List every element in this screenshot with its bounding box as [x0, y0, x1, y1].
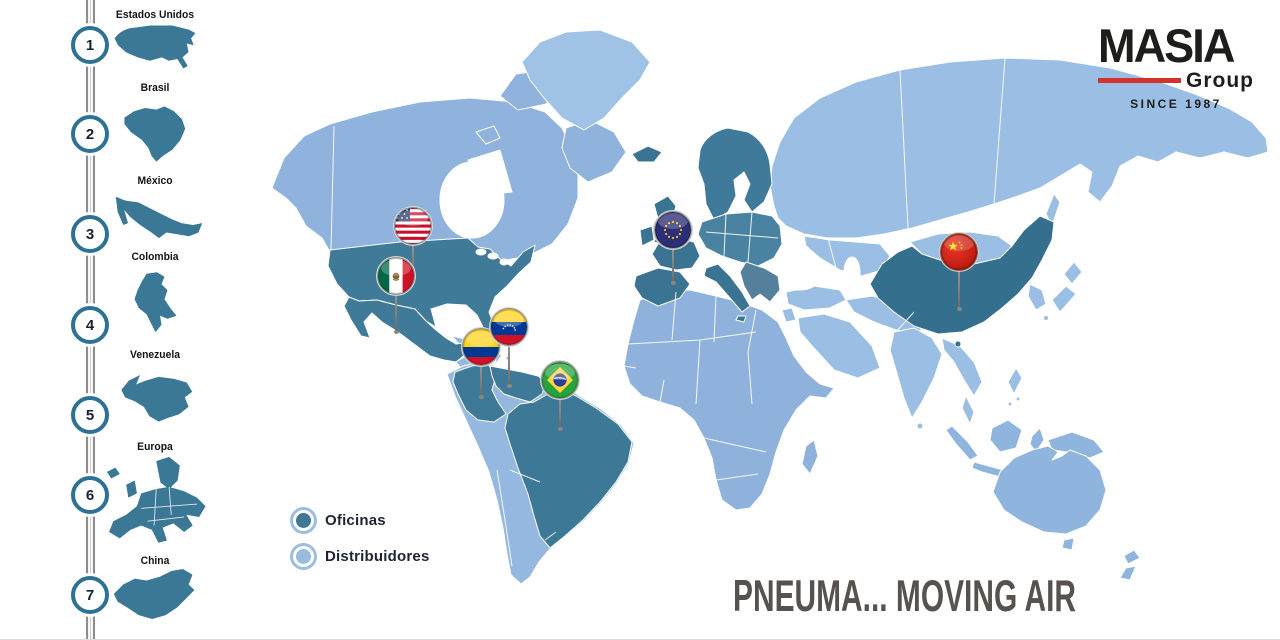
region-russia	[769, 57, 1269, 239]
europa-silhouette-icon	[106, 456, 206, 543]
tagline: PNEUMA... MOVING AIR	[733, 572, 1076, 622]
sidebar-label-estados-unidos: Estados Unidos	[115, 9, 195, 21]
logo-brand-text: MASIA	[1098, 18, 1235, 72]
legend-oficinas-label: Oficinas	[325, 512, 386, 529]
mexico-silhouette-icon	[115, 196, 203, 239]
masia-group-logo: MASIA Group SINCE 1987	[1098, 22, 1254, 111]
office-dot-icon	[296, 513, 311, 528]
timeline-number-label: 6	[85, 486, 95, 504]
timeline-number-label: 3	[85, 225, 95, 243]
region-asia-light	[769, 57, 1269, 430]
china-silhouette-icon	[113, 569, 195, 619]
region-madagascar	[801, 439, 819, 475]
pin-mexico	[376, 256, 416, 334]
region-africa	[623, 289, 835, 511]
country-borders	[330, 57, 1006, 567]
timeline-number-2: 2	[71, 115, 109, 153]
pin-estados-unidos	[393, 206, 433, 280]
pin-venezuela	[489, 307, 529, 388]
region-greenland	[521, 29, 651, 131]
pin-colombia	[461, 327, 501, 399]
region-mexico	[343, 296, 471, 363]
venezuela-silhouette-icon	[121, 375, 193, 422]
region-oceania	[945, 419, 1141, 581]
pin-china	[939, 232, 979, 311]
timeline-number-3: 3	[71, 215, 109, 253]
distributor-dot-icon	[296, 549, 311, 564]
region-venezuela	[489, 365, 547, 403]
pin-stem	[670, 244, 676, 285]
timeline-number-label: 7	[85, 586, 95, 604]
timeline-number-label: 1	[85, 36, 95, 54]
colombia-silhouette-icon	[134, 272, 177, 333]
usa-flag-icon	[393, 206, 433, 246]
pin-brasil	[540, 360, 580, 431]
sidebar-label-colombia: Colombia	[131, 251, 179, 263]
timeline-number-label: 4	[85, 316, 95, 334]
colombia-flag-icon	[461, 327, 501, 367]
usa-silhouette-icon	[114, 25, 196, 69]
timeline-number-label: 5	[85, 406, 95, 424]
sea-lakes	[439, 149, 861, 291]
pin-stem	[506, 341, 512, 388]
venezuela-flag-icon	[489, 307, 529, 347]
region-north-america-light	[271, 29, 651, 263]
logo-group-text: Group	[1186, 69, 1254, 92]
timeline-number-label: 2	[85, 125, 95, 143]
region-europe	[631, 127, 783, 323]
region-australia	[992, 445, 1107, 535]
region-india	[889, 327, 943, 419]
pin-stem	[393, 290, 399, 334]
legend-distribuidores-label: Distribuidores	[325, 548, 430, 565]
pin-stem	[557, 394, 563, 431]
pin-stem	[478, 361, 484, 399]
timeline-number-7: 7	[71, 576, 109, 614]
sidebar-label-europa: Europa	[137, 441, 173, 453]
china-flag-icon	[939, 232, 979, 272]
brazil-flag-icon	[540, 360, 580, 400]
eu-flag-icon	[653, 210, 693, 250]
logo-since-text: SINCE 1987	[1130, 97, 1222, 111]
sidebar-label-mexico: México	[137, 175, 173, 187]
sidebar-label-venezuela: Venezuela	[129, 349, 180, 361]
pin-europa	[653, 210, 693, 285]
sidebar-label-brasil: Brasil	[140, 82, 170, 94]
mexico-flag-icon	[376, 256, 416, 296]
region-china	[869, 215, 1055, 348]
brazil-silhouette-icon	[124, 106, 186, 162]
legend-distribuidores: Distribuidores	[296, 548, 429, 565]
legend-oficinas: Oficinas	[296, 512, 386, 529]
timeline-number-5: 5	[71, 396, 109, 434]
logo-red-bar	[1098, 78, 1181, 83]
timeline-number-1: 1	[71, 26, 109, 64]
timeline-number-6: 6	[71, 476, 109, 514]
timeline-number-4: 4	[71, 306, 109, 344]
pin-stem	[956, 266, 962, 311]
sidebar-label-china: China	[140, 555, 170, 567]
